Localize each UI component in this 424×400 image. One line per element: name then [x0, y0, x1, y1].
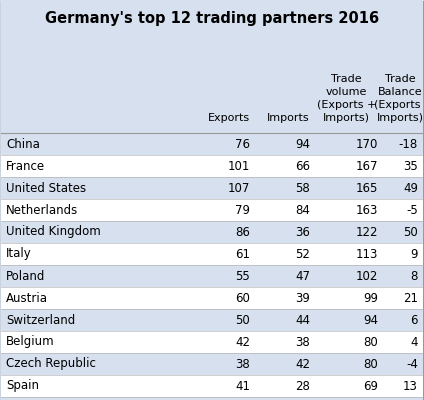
Text: 47: 47	[295, 270, 310, 282]
Text: China: China	[6, 138, 40, 150]
Text: Imports): Imports)	[323, 113, 370, 123]
Text: 55: 55	[235, 270, 250, 282]
Text: (Exports +: (Exports +	[317, 100, 376, 110]
Text: 113: 113	[356, 248, 378, 260]
Text: United Kingdom: United Kingdom	[6, 226, 101, 238]
Text: 170: 170	[356, 138, 378, 150]
Text: Trade: Trade	[385, 74, 416, 84]
Bar	[1, 331, 423, 353]
Text: 58: 58	[295, 182, 310, 194]
Bar	[1, 0, 423, 38]
Text: Netherlands: Netherlands	[6, 204, 78, 216]
Text: -4: -4	[406, 358, 418, 370]
Text: 8: 8	[410, 270, 418, 282]
Text: 163: 163	[356, 204, 378, 216]
Text: 28: 28	[295, 380, 310, 392]
Text: 50: 50	[235, 314, 250, 326]
Bar	[1, 221, 423, 243]
Text: Poland: Poland	[6, 270, 45, 282]
Text: 21: 21	[403, 292, 418, 304]
Bar	[1, 133, 423, 155]
Text: 94: 94	[363, 314, 378, 326]
Text: 38: 38	[295, 336, 310, 348]
Text: Switzerland: Switzerland	[6, 314, 75, 326]
Text: 6: 6	[410, 314, 418, 326]
Bar	[1, 265, 423, 287]
Text: 9: 9	[410, 248, 418, 260]
Bar	[1, 243, 423, 265]
Text: -18: -18	[399, 138, 418, 150]
Text: Trade: Trade	[331, 74, 362, 84]
Text: 35: 35	[403, 160, 418, 172]
Text: 60: 60	[235, 292, 250, 304]
Text: 4: 4	[410, 336, 418, 348]
Text: Imports: Imports	[268, 113, 310, 123]
Text: Balance: Balance	[378, 87, 423, 97]
Text: 79: 79	[235, 204, 250, 216]
Bar	[1, 309, 423, 331]
Text: Czech Republic: Czech Republic	[6, 358, 96, 370]
Bar	[1, 397, 423, 400]
Text: -5: -5	[406, 204, 418, 216]
Text: 39: 39	[295, 292, 310, 304]
Text: 80: 80	[363, 358, 378, 370]
Text: Belgium: Belgium	[6, 336, 55, 348]
Text: Exports: Exports	[208, 113, 250, 123]
Text: 102: 102	[356, 270, 378, 282]
Text: United States: United States	[6, 182, 86, 194]
Text: Italy: Italy	[6, 248, 32, 260]
Bar	[1, 38, 423, 133]
Text: 107: 107	[228, 182, 250, 194]
Text: 52: 52	[295, 248, 310, 260]
Text: Spain: Spain	[6, 380, 39, 392]
Text: 86: 86	[235, 226, 250, 238]
Text: 99: 99	[363, 292, 378, 304]
Text: 38: 38	[235, 358, 250, 370]
Text: 101: 101	[228, 160, 250, 172]
Bar	[1, 177, 423, 199]
Bar	[1, 155, 423, 177]
Text: 42: 42	[295, 358, 310, 370]
Text: 42: 42	[235, 336, 250, 348]
Bar	[1, 353, 423, 375]
Text: 44: 44	[295, 314, 310, 326]
Text: 50: 50	[403, 226, 418, 238]
Text: 165: 165	[356, 182, 378, 194]
Text: 66: 66	[295, 160, 310, 172]
Text: 13: 13	[403, 380, 418, 392]
Text: Austria: Austria	[6, 292, 48, 304]
Text: 49: 49	[403, 182, 418, 194]
Text: 84: 84	[295, 204, 310, 216]
Text: 61: 61	[235, 248, 250, 260]
Text: volume: volume	[326, 87, 367, 97]
Text: Imports): Imports)	[377, 113, 424, 123]
Text: 94: 94	[295, 138, 310, 150]
Text: 80: 80	[363, 336, 378, 348]
Text: Germany's top 12 trading partners 2016: Germany's top 12 trading partners 2016	[45, 12, 379, 26]
Bar	[1, 375, 423, 397]
Text: 36: 36	[295, 226, 310, 238]
Text: France: France	[6, 160, 45, 172]
Text: 69: 69	[363, 380, 378, 392]
Bar	[1, 199, 423, 221]
Text: 167: 167	[355, 160, 378, 172]
Bar	[1, 287, 423, 309]
Text: 122: 122	[355, 226, 378, 238]
Text: 76: 76	[235, 138, 250, 150]
Text: 41: 41	[235, 380, 250, 392]
Text: (Exports -: (Exports -	[374, 100, 424, 110]
